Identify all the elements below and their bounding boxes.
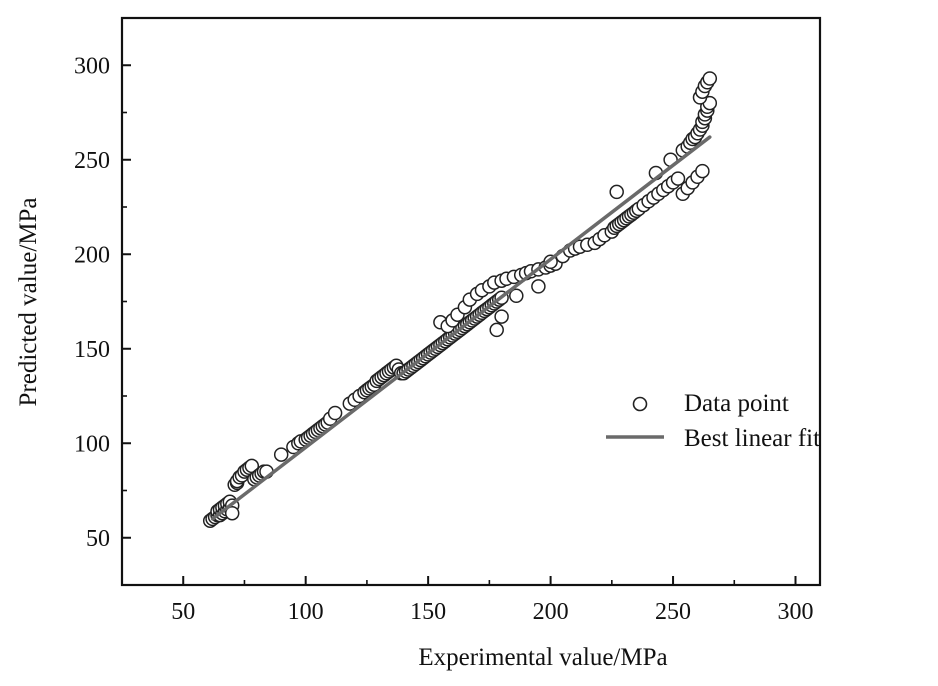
data-point — [509, 288, 524, 304]
axis-ticks — [122, 64, 797, 585]
data-points — [202, 71, 718, 528]
data-point — [609, 184, 624, 200]
data-point — [494, 309, 509, 324]
best-fit-line — [210, 135, 712, 521]
fit-line-group — [210, 135, 712, 521]
x-tick-label: 250 — [655, 599, 691, 625]
data-point — [702, 71, 718, 86]
x-tick-label: 100 — [288, 599, 324, 625]
x-axis-title: Experimental value/MPa — [418, 644, 667, 671]
y-tick-label: 300 — [74, 53, 110, 79]
data-point — [224, 505, 240, 521]
data-point — [670, 171, 686, 186]
x-tick-label: 150 — [410, 599, 446, 625]
x-tick-label: 300 — [778, 599, 814, 625]
legend-label-fit-line: Best linear fit — [684, 425, 820, 452]
y-tick-label: 250 — [74, 148, 110, 174]
legend-marker-data-point — [632, 396, 648, 412]
x-tick-labels: 50 100 150 200 250 300 — [171, 599, 813, 625]
data-point — [327, 405, 343, 421]
y-tick-label: 150 — [74, 337, 110, 363]
y-tick-label: 50 — [86, 526, 110, 552]
data-point — [695, 163, 710, 179]
data-point — [531, 279, 546, 294]
x-tick-label: 50 — [171, 599, 195, 625]
y-tick-label: 200 — [74, 242, 110, 268]
y-tick-label: 100 — [74, 431, 110, 457]
y-axis-title: Predicted value/MPa — [15, 198, 42, 407]
data-point — [489, 322, 504, 338]
x-tick-label: 200 — [533, 599, 569, 625]
legend: Data point Best linear fit — [606, 390, 820, 452]
legend-label-data-point: Data point — [684, 390, 789, 417]
data-point — [273, 447, 289, 462]
y-tick-labels: 50 100 150 200 250 300 — [74, 53, 110, 552]
